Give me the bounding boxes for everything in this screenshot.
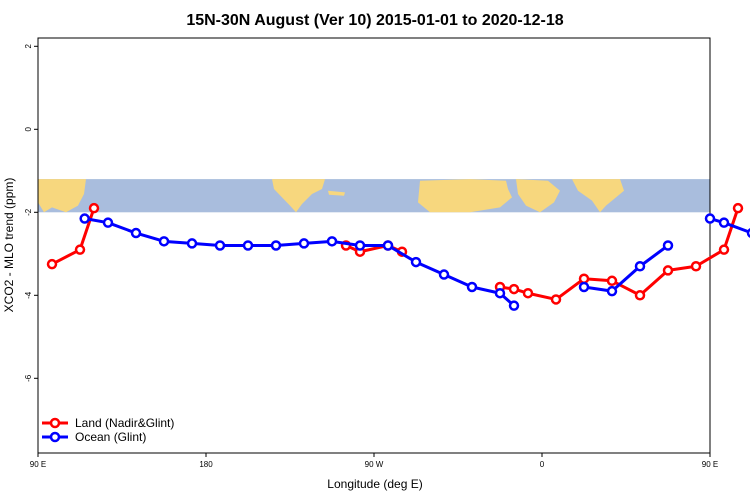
data-point-land <box>508 283 520 295</box>
map-land <box>572 179 624 213</box>
data-point-land <box>718 244 730 255</box>
data-point-ocean <box>438 269 450 280</box>
data-point-ocean <box>704 213 716 224</box>
map-land <box>272 179 325 213</box>
data-point-ocean <box>718 217 730 228</box>
x-axis-label: Longitude (deg E) <box>327 477 422 491</box>
data-point-ocean <box>634 261 646 272</box>
legend-marker-ocean <box>49 431 61 443</box>
data-point-ocean <box>578 281 590 293</box>
data-point-ocean <box>158 236 170 247</box>
y-axis: 2 0 -2 -4 -6 <box>24 44 38 382</box>
chart-title: 15N-30N August (Ver 10) 2015-01-01 to 20… <box>186 12 563 29</box>
data-point-land <box>606 275 618 287</box>
y-tick-label: 2 <box>24 44 33 49</box>
y-axis-label: XCO2 - MLO trend (ppm) <box>2 178 16 313</box>
data-point-land <box>46 258 58 270</box>
y-tick-label: -6 <box>24 374 33 382</box>
x-tick-label: 0 <box>540 460 545 469</box>
data-point-ocean <box>130 227 142 239</box>
x-tick-label: 90 E <box>30 460 46 469</box>
data-point-ocean <box>606 285 618 297</box>
y-tick-label: 0 <box>24 127 33 132</box>
data-point-ocean <box>662 240 674 251</box>
map-land <box>328 190 345 196</box>
data-point-ocean <box>354 240 366 251</box>
data-point-ocean <box>214 240 226 251</box>
y-tick-label: -2 <box>24 208 33 216</box>
data-point-ocean <box>382 240 394 251</box>
series-line-ocean <box>583 244 669 293</box>
data-point-ocean <box>270 240 282 251</box>
data-point-ocean <box>410 256 422 268</box>
data-point-ocean <box>186 238 198 249</box>
map-land <box>418 179 512 213</box>
data-point-land <box>690 261 702 272</box>
x-tick-label: 90 W <box>365 460 384 469</box>
data-point-ocean <box>298 238 310 249</box>
series-line-ocean <box>84 217 515 307</box>
data-point-land <box>578 273 590 284</box>
legend: Land (Nadir&Glint) Ocean (Glint) <box>42 416 174 444</box>
data-point-ocean <box>466 281 478 293</box>
y-tick-label: -4 <box>24 291 33 299</box>
data-point-ocean <box>242 240 254 251</box>
series-layer <box>46 202 750 311</box>
data-point-land <box>662 265 674 276</box>
data-point-land <box>732 202 744 214</box>
x-tick-label: 180 <box>199 460 213 469</box>
legend-marker-land <box>49 417 61 429</box>
data-point-ocean <box>508 300 520 311</box>
data-point-land <box>550 294 562 305</box>
world-map-band <box>38 179 710 213</box>
data-point-land <box>634 290 646 301</box>
data-point-ocean <box>102 217 114 228</box>
map-land <box>516 179 560 213</box>
legend-label-ocean: Ocean (Glint) <box>75 430 146 444</box>
data-point-ocean <box>79 213 90 224</box>
x-tick-label: 90 E <box>702 460 718 469</box>
data-point-land <box>88 202 100 214</box>
legend-label-land: Land (Nadir&Glint) <box>75 416 174 430</box>
data-point-ocean <box>494 287 506 299</box>
data-point-ocean <box>326 236 338 247</box>
map-land <box>38 179 86 213</box>
data-point-land <box>74 244 86 255</box>
data-point-land <box>522 287 534 299</box>
